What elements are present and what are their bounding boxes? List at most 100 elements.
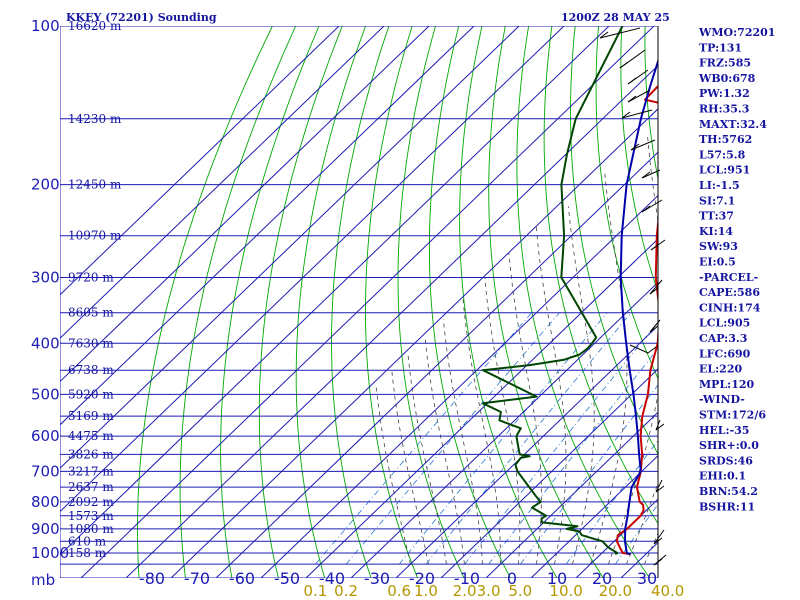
index-item: LFC:690 [699, 347, 751, 360]
mixing-ratio-label: 10.0 [549, 582, 582, 600]
moist-adiabat-line [443, 319, 483, 565]
index-item: CAP:3.3 [699, 332, 747, 345]
dry-adiabat-line [516, 26, 651, 578]
isotherm-line [260, 194, 658, 578]
dry-adiabat-line [488, 26, 604, 578]
isotherm-line [215, 151, 658, 578]
wind-barb-flag [627, 95, 637, 103]
dry-adiabat-line [331, 26, 390, 578]
dry-adiabats [137, 26, 658, 578]
wind-barb [649, 319, 661, 333]
isotherm-line [350, 281, 658, 578]
wind-barb-flag [621, 111, 631, 119]
wind-barbs [599, 26, 667, 578]
wind-barb-flag [641, 171, 651, 179]
isotherm-line [125, 64, 658, 578]
wind-barb [655, 479, 663, 493]
wind-barb [649, 279, 663, 295]
height-label: 2637 m [68, 480, 114, 494]
temperature-tick-label: 20 [592, 569, 612, 588]
dry-adiabat-line [428, 26, 511, 578]
dry-adiabat-line [459, 26, 558, 578]
chart-title: KKEY (72201) Sounding [66, 11, 217, 24]
isotherm-line [60, 26, 520, 469]
moist-adiabat-line [508, 253, 542, 565]
mixing-ratio-label: 0.2 [334, 582, 358, 600]
pressure-tick-label: 900 [31, 520, 60, 538]
isotherm-line [530, 455, 658, 578]
parcel-line [619, 58, 658, 556]
height-label: 1080 m [68, 522, 114, 536]
wind-barb-flag [655, 423, 665, 431]
wind-barb [621, 109, 653, 119]
isotherm-line [395, 324, 658, 578]
height-label: 14230 m [68, 112, 122, 126]
index-item: WB0:678 [698, 72, 756, 85]
dry-adiabat-line [595, 26, 658, 380]
index-item: LCL:951 [699, 164, 750, 177]
pressure-tick-label: 500 [31, 385, 60, 403]
height-label: 158 m [68, 546, 107, 560]
index-item: LI:-1.5 [699, 179, 740, 192]
index-item: -PARCEL- [699, 271, 758, 284]
dewpoint-line [481, 26, 624, 555]
index-item: WMO:72201 [698, 26, 775, 39]
height-label: 2092 m [68, 495, 114, 509]
temperature-tick-label: 30 [637, 569, 657, 588]
temperature-tick-label: -30 [364, 569, 390, 588]
moist-adiabat-line [375, 384, 411, 565]
height-label: 3826 m [68, 447, 114, 461]
mixing-ratio-label: 0.6 [387, 582, 411, 600]
wind-barb-flag [653, 558, 663, 566]
wind-barb-flag [641, 205, 651, 213]
wind-barb-flag [649, 325, 659, 333]
mixing-ratio-label: 3.0 [477, 582, 501, 600]
temperature-tick-label: -70 [184, 569, 210, 588]
height-label: 6738 m [68, 363, 114, 377]
index-item: TH:5762 [699, 133, 752, 146]
height-label: 1573 m [68, 509, 114, 523]
isotherm-line [80, 26, 655, 578]
temperature-tick-label: -40 [319, 569, 345, 588]
index-item: SW:93 [699, 240, 738, 253]
index-item: SHR+:0.0 [699, 439, 759, 452]
height-label: 5920 m [68, 387, 114, 401]
height-label: 3217 m [68, 464, 114, 478]
pressure-tick-label: 300 [31, 268, 60, 286]
wind-barb-flag [630, 143, 640, 151]
index-item: HEL:-35 [699, 424, 749, 437]
dry-adiabat-line [365, 26, 419, 578]
mixing-ratio-label: 20.0 [599, 582, 632, 600]
pressure-tick-label: 1000 [31, 544, 69, 562]
temperature-line [615, 84, 658, 556]
index-item: CAPE:586 [699, 286, 760, 299]
chart-datetime: 1200Z 28 MAY 25 [561, 11, 670, 24]
moist-adiabat-line [407, 354, 447, 565]
height-label: 8605 m [68, 306, 114, 320]
index-item: EHI:0.1 [699, 470, 746, 483]
height-label: 7630 m [68, 336, 114, 350]
isotherm-line [485, 411, 658, 578]
index-item: EI:0.5 [699, 256, 736, 269]
moist-adiabat-line [535, 226, 567, 565]
index-item: BSHR:11 [699, 500, 755, 513]
mixing-ratio-label: 1.0 [414, 582, 438, 600]
index-item: EL:220 [699, 363, 742, 376]
height-label: 9720 m [68, 270, 114, 284]
wind-barb-flag [653, 537, 663, 545]
index-item: CINH:174 [699, 301, 761, 314]
height-label: 4475 m [68, 429, 114, 443]
dry-adiabat-line [295, 26, 367, 578]
mixing-ratio-label: 0.1 [303, 582, 327, 600]
isotherm-line [60, 26, 340, 296]
isotherm-line [305, 238, 658, 578]
index-item: SRDS:46 [699, 454, 753, 467]
wind-barb-flag [599, 31, 609, 39]
index-item: SI:7.1 [699, 194, 735, 207]
isotherm-line [60, 26, 430, 383]
height-label: 16620 m [68, 19, 122, 33]
mixing-ratio-label: 5.0 [508, 582, 532, 600]
wind-barb-flag [650, 243, 660, 251]
